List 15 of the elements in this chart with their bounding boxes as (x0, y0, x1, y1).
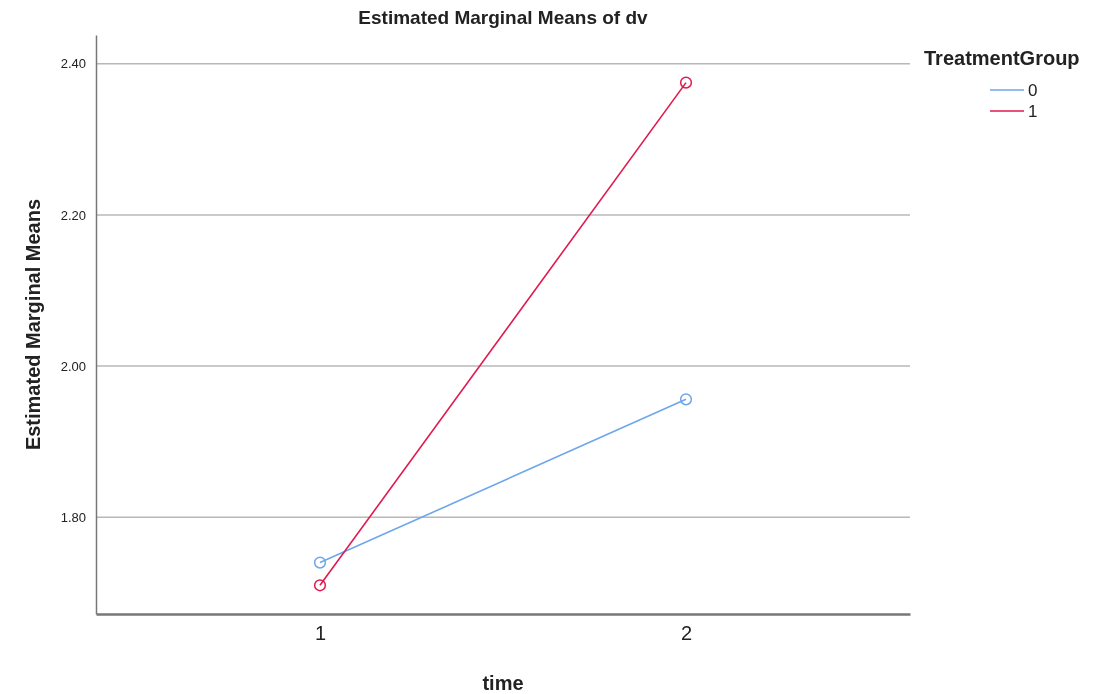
point (679, 76, 693, 89)
point (313, 579, 327, 592)
legend-title: TreatmentGroup (924, 47, 1080, 69)
y-axis-title: Estimated Marginal Means (22, 198, 44, 451)
point (679, 393, 693, 406)
y-tick-label: 2.00 (60, 358, 86, 374)
y-tick-label: 1.80 (60, 509, 86, 525)
x-tick-label: 2 (680, 622, 693, 645)
y-tick-label: 2.20 (60, 207, 86, 223)
x-axis-title: time (482, 672, 524, 694)
chart-title: Estimated Marginal Means of dv (358, 7, 649, 28)
legend-label: 1 (1028, 102, 1038, 121)
point (313, 556, 327, 569)
legend-label: 0 (1028, 81, 1038, 100)
y-tick-label: 2.40 (60, 56, 86, 72)
